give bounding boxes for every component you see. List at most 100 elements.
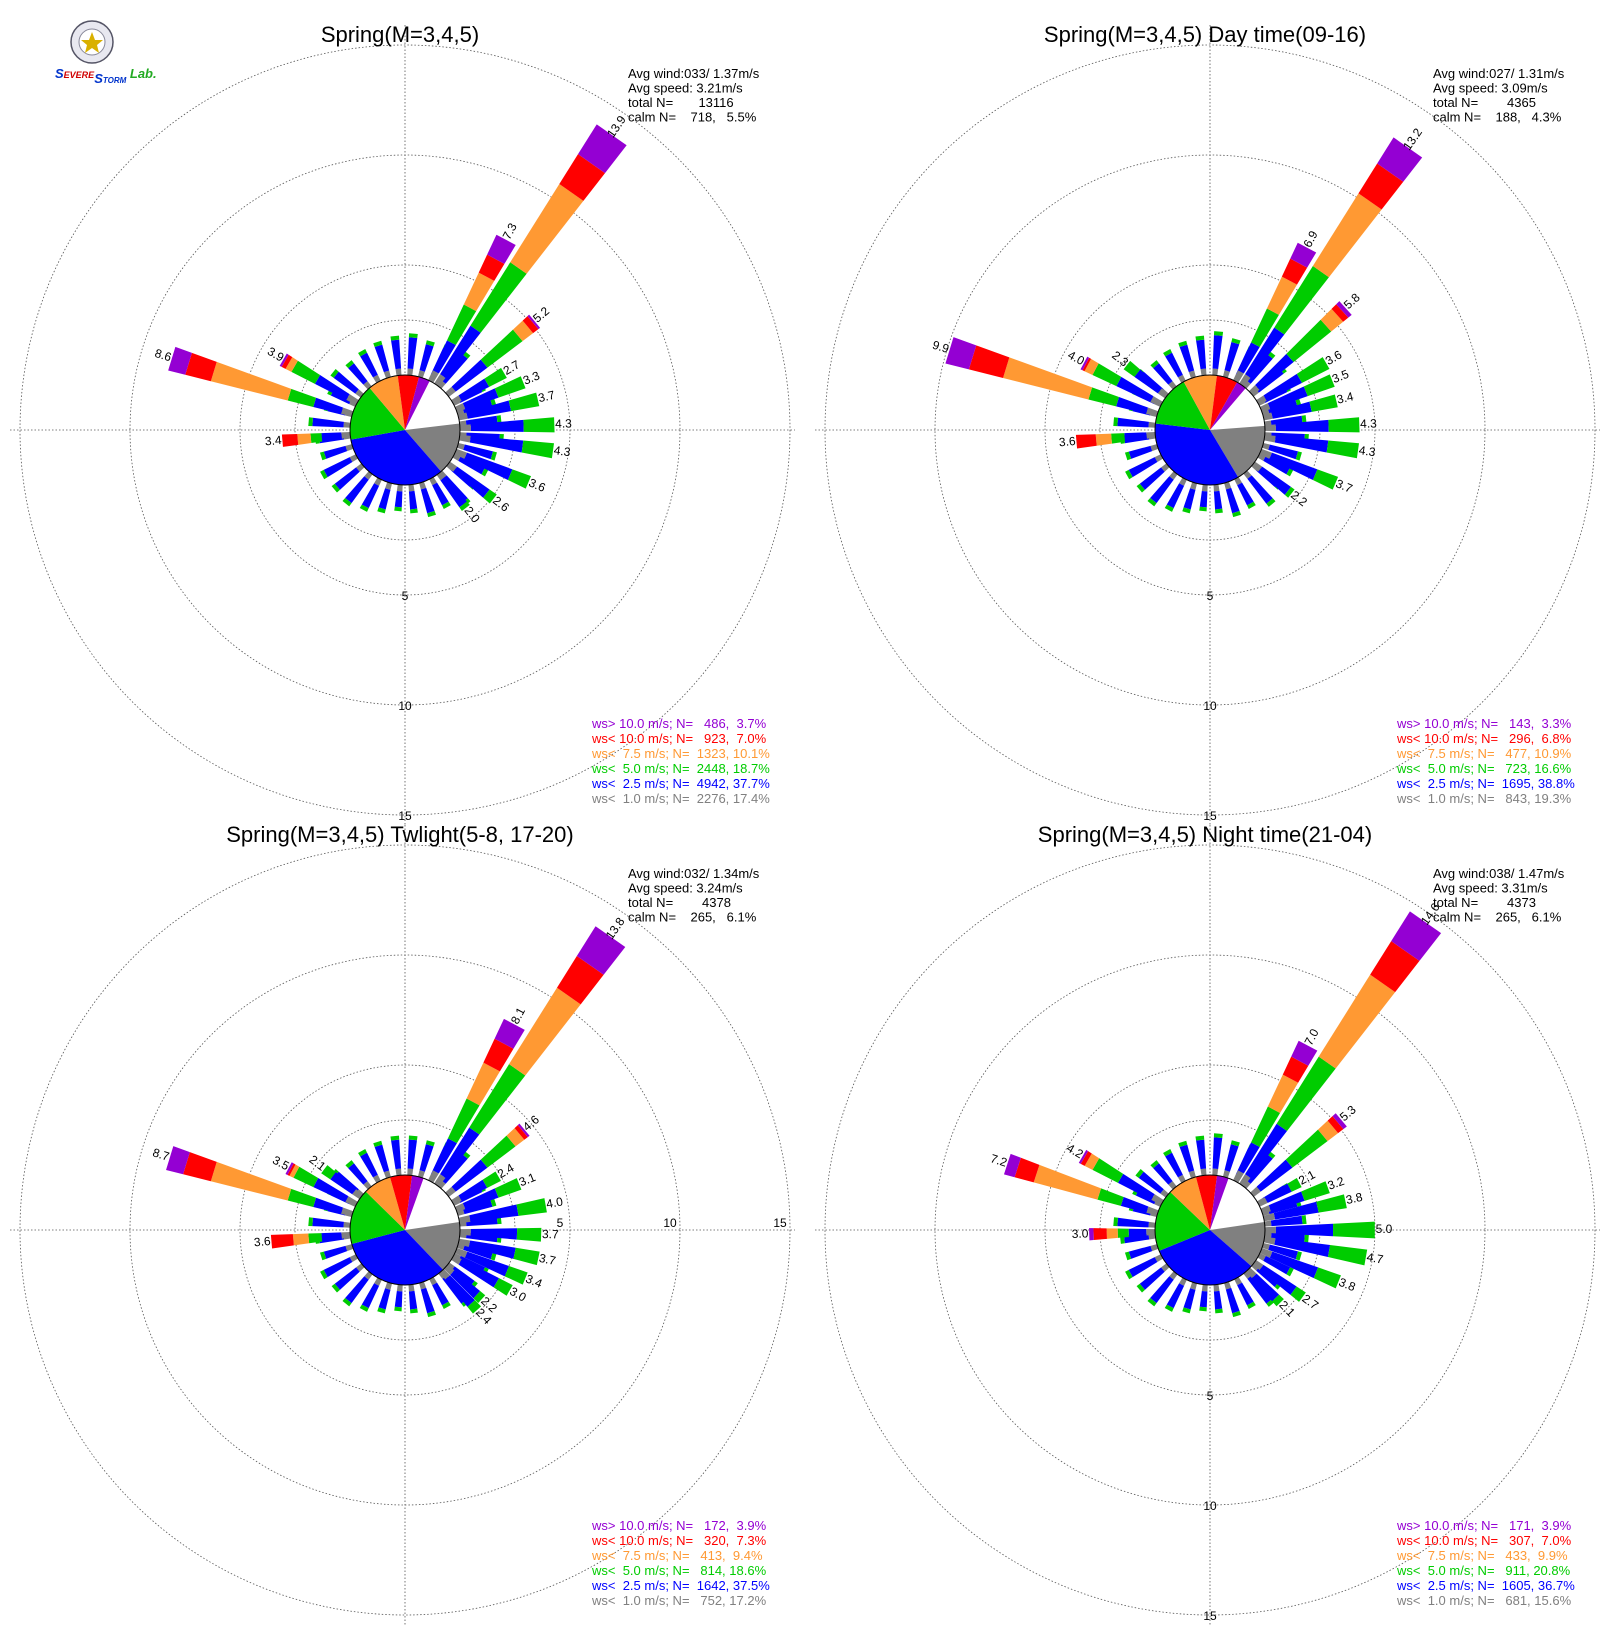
- bar-total-label: 3.4: [524, 1272, 545, 1291]
- bar-total-label: 8.7: [151, 1145, 171, 1163]
- legend-entry-lt25: ws< 2.5 m/s; N= 1605, 36.7%: [1396, 1578, 1575, 1593]
- bar-segment-lt1: [457, 412, 468, 421]
- bar-segment-lt75: [1003, 357, 1093, 400]
- bar-total-label: 3.8: [1337, 1275, 1358, 1294]
- small-bar-blue: [441, 1153, 468, 1184]
- bar-segment-lt5: [1316, 1194, 1347, 1213]
- wind-rose-panel: 5101513.97.35.22.73.33.74.34.33.62.62.08…: [10, 22, 795, 825]
- bar-segment-lt75: [292, 1233, 310, 1246]
- bar-segment-lt1: [1250, 1186, 1261, 1197]
- bar-segment-lt25: [453, 466, 490, 498]
- small-bar-grey: [396, 1284, 403, 1292]
- bar-segment-lt5: [446, 304, 477, 346]
- legend-entry-lt5: ws< 5.0 m/s; N= 723, 16.6%: [1396, 761, 1572, 776]
- small-bar-grey: [1224, 481, 1232, 490]
- ring-label: 15: [1203, 1609, 1217, 1623]
- bar-segment-lt1: [1264, 434, 1276, 443]
- ring-label: 5: [557, 1216, 564, 1230]
- small-bar-blue: [334, 1267, 360, 1290]
- ring-label: 5: [1207, 589, 1214, 603]
- small-bar-blue: [407, 1139, 417, 1169]
- bar-segment-lt25: [1267, 386, 1308, 410]
- small-bar-blue: [1263, 455, 1291, 475]
- bar-total-label: 3.7: [1334, 476, 1355, 496]
- small-bar-green: [427, 1310, 436, 1318]
- small-bar-blue: [345, 476, 369, 504]
- bar-segment-lt25: [1258, 466, 1291, 495]
- small-bar-green: [1199, 1306, 1207, 1312]
- bar-segment-lt5: [1092, 1158, 1124, 1183]
- small-bar-blue: [361, 1283, 380, 1309]
- small-bar-green: [377, 1307, 386, 1314]
- grid-ring: [824, 44, 1596, 816]
- small-bar-green: [345, 360, 354, 369]
- small-bar-blue: [323, 457, 353, 478]
- small-bar-green: [342, 498, 352, 507]
- small-bar-blue: [1199, 491, 1208, 508]
- bar-segment-gt10: [168, 346, 192, 375]
- bar-segment-lt10: [183, 1152, 217, 1182]
- calm-pie-slice-white: [1210, 1178, 1265, 1230]
- small-bar-blue: [360, 352, 378, 378]
- bar-segment-lt1: [451, 1195, 462, 1205]
- small-bar-grey: [1154, 1254, 1164, 1263]
- small-bar-grey: [374, 477, 382, 486]
- small-bar-blue: [391, 1139, 402, 1170]
- calm-pie-slice-lt25: [1155, 423, 1239, 485]
- bar-segment-lt1: [1239, 374, 1251, 387]
- bar-segment-lt10: [281, 433, 299, 447]
- small-bar-blue: [1166, 1283, 1185, 1309]
- bar-segment-lt25: [1117, 1173, 1155, 1200]
- bar-segment-gt10: [527, 314, 541, 330]
- bar-segment-lt1: [454, 1203, 466, 1213]
- small-bar-green: [308, 417, 314, 427]
- small-bar-grey: [1177, 374, 1186, 384]
- bar-segment-lt5: [1274, 265, 1329, 335]
- small-bar-blue: [312, 417, 344, 428]
- bar-total-label: 3.0: [1071, 1226, 1088, 1241]
- small-bar-blue: [333, 371, 359, 394]
- panel-stat-line: Avg speed: 3.24m/s: [628, 881, 743, 896]
- small-bar-blue: [1237, 482, 1254, 506]
- bar-segment-lt5: [480, 1135, 516, 1168]
- bar-total-label: 3.5: [1330, 367, 1351, 386]
- legend-entry-lt1: ws< 1.0 m/s; N= 752, 17.2%: [591, 1593, 767, 1608]
- legend-entry-lt5: ws< 5.0 m/s; N= 2448, 18.7%: [591, 761, 770, 776]
- bar-segment-gt10: [1078, 1149, 1089, 1164]
- panel-title: Spring(M=3,4,5) Day time(09-16): [1044, 22, 1366, 47]
- bar-segment-lt1: [1246, 1267, 1257, 1279]
- bar-segment-lt1: [445, 1186, 456, 1197]
- bar-segment-lt25: [1237, 342, 1260, 374]
- bar-segment-lt10: [1014, 1157, 1040, 1183]
- legend-entry-gt10: ws> 10.0 m/s; N= 486, 3.7%: [591, 716, 767, 731]
- small-bar-green: [1213, 1133, 1223, 1139]
- small-bar-grey: [395, 1168, 402, 1176]
- bar-total-label: 4.3: [553, 443, 572, 459]
- bar-segment-lt25: [469, 1204, 519, 1222]
- small-bar-grey: [349, 454, 359, 463]
- bar-segment-gt10: [1080, 356, 1090, 371]
- small-bar-blue: [419, 344, 434, 372]
- ring-label: 10: [1203, 699, 1217, 713]
- bar-segment-lt25: [1120, 1197, 1149, 1213]
- panel-stat-line: calm N= 188, 4.3%: [1433, 110, 1562, 125]
- calm-pie-slice-lt10: [1195, 1175, 1218, 1230]
- small-bar-blue: [432, 1282, 449, 1306]
- bar-segment-lt10: [1370, 941, 1420, 993]
- small-bar-blue: [462, 1198, 493, 1215]
- small-bar-grey: [1201, 484, 1208, 492]
- bar-segment-lt5: [1309, 394, 1338, 412]
- small-bar-green: [1295, 451, 1302, 461]
- bar-segment-lt10: [1358, 163, 1404, 210]
- bar-segment-lt75: [466, 1062, 500, 1106]
- bar-segment-lt1: [340, 407, 354, 417]
- bar-segment-lt25: [314, 375, 350, 400]
- small-bar-green: [1247, 501, 1256, 509]
- bar-segment-gt10: [1089, 1228, 1094, 1241]
- bar-segment-lt5: [459, 501, 470, 511]
- bar-segment-lt10: [1282, 1056, 1309, 1083]
- small-bar-blue: [323, 1245, 348, 1259]
- bar-segment-lt10: [270, 1234, 294, 1249]
- bar-segment-lt5: [310, 433, 323, 444]
- bar-segment-lt25: [432, 1138, 457, 1174]
